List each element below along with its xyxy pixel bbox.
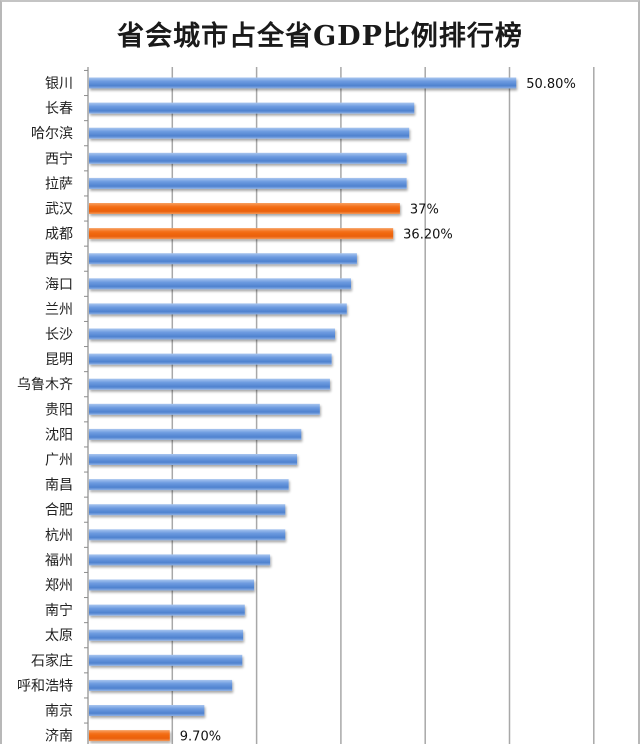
category-label: 太原 bbox=[45, 628, 73, 644]
bar-石家庄 bbox=[89, 654, 243, 666]
bar-呼和浩特 bbox=[89, 679, 233, 691]
bar-杭州 bbox=[89, 529, 286, 541]
bar-南宁 bbox=[89, 604, 245, 616]
category-label: 长沙 bbox=[45, 327, 73, 343]
category-label: 武汉 bbox=[45, 202, 73, 218]
category-label: 福州 bbox=[45, 553, 73, 569]
bar-海口 bbox=[89, 278, 352, 290]
bar-合肥 bbox=[89, 504, 286, 516]
bars bbox=[89, 77, 517, 742]
category-label: 银川 bbox=[45, 76, 73, 92]
category-label: 南京 bbox=[45, 704, 73, 720]
category-label: 沈阳 bbox=[45, 427, 73, 443]
category-label: 西宁 bbox=[45, 150, 73, 167]
bar-西宁 bbox=[89, 152, 407, 164]
category-label: 合肥 bbox=[45, 503, 73, 519]
bar-长沙 bbox=[89, 328, 335, 340]
bar-乌鲁木齐 bbox=[89, 378, 330, 390]
category-label: 南昌 bbox=[45, 478, 73, 494]
category-labels: 银川长春哈尔滨西宁拉萨武汉成都西安海口兰州长沙昆明乌鲁木齐贵阳沈阳广州南昌合肥杭… bbox=[17, 76, 73, 744]
chart-title: 省会城市占全省GDP比例排行榜 bbox=[117, 21, 523, 52]
data-label-武汉: 37% bbox=[410, 203, 439, 218]
bar-沈阳 bbox=[89, 428, 302, 440]
bar-哈尔滨 bbox=[89, 127, 410, 139]
bar-南京 bbox=[89, 705, 205, 716]
category-label: 乌鲁木齐 bbox=[17, 377, 73, 393]
category-label: 杭州 bbox=[45, 528, 73, 544]
bar-成都 bbox=[89, 228, 394, 240]
bar-银川 bbox=[89, 77, 517, 89]
category-label: 南宁 bbox=[45, 602, 73, 619]
category-label: 郑州 bbox=[45, 578, 73, 594]
bar-昆明 bbox=[89, 353, 332, 365]
bar-太原 bbox=[89, 629, 244, 641]
bar-贵阳 bbox=[89, 403, 320, 415]
bar-济南 bbox=[89, 730, 170, 742]
data-label-济南: 9.70% bbox=[180, 730, 221, 744]
category-label: 拉萨 bbox=[45, 176, 73, 192]
category-label: 长春 bbox=[45, 101, 73, 117]
category-label: 哈尔滨 bbox=[31, 126, 73, 142]
bar-武汉 bbox=[89, 203, 400, 214]
category-label: 兰州 bbox=[45, 302, 73, 318]
category-label: 济南 bbox=[45, 729, 73, 744]
category-label: 石家庄 bbox=[31, 652, 73, 669]
data-labels: 50.80% 37% 36.20% 9.70% bbox=[180, 77, 576, 744]
bar-兰州 bbox=[89, 303, 347, 315]
category-label: 呼和浩特 bbox=[17, 678, 73, 694]
bar-广州 bbox=[89, 454, 298, 465]
category-label: 广州 bbox=[45, 453, 73, 469]
bar-郑州 bbox=[89, 579, 255, 591]
data-label-成都: 36.20% bbox=[403, 228, 453, 243]
category-label: 西安 bbox=[45, 252, 73, 268]
category-label: 海口 bbox=[45, 277, 73, 293]
category-label: 昆明 bbox=[45, 352, 73, 368]
category-axis bbox=[84, 67, 89, 744]
category-label: 成都 bbox=[45, 227, 73, 243]
bar-南昌 bbox=[89, 479, 289, 491]
bar-西安 bbox=[89, 253, 357, 265]
bar-拉萨 bbox=[89, 177, 407, 189]
bar-长春 bbox=[89, 102, 415, 114]
category-label: 贵阳 bbox=[45, 402, 73, 418]
data-label-银川: 50.80% bbox=[526, 77, 576, 92]
bar-福州 bbox=[89, 554, 271, 566]
